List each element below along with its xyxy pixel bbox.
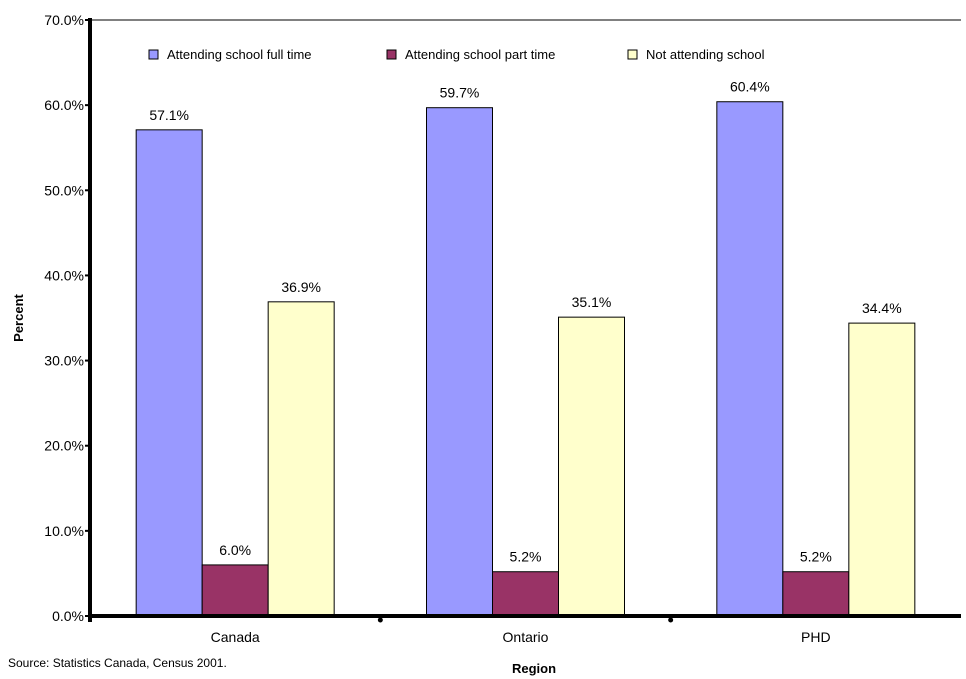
data-label: 35.1% <box>572 294 612 310</box>
legend-label: Attending school part time <box>405 47 555 62</box>
bar <box>558 316 625 617</box>
data-label: 34.4% <box>862 300 902 316</box>
y-tick-label: 10.0% <box>44 523 84 539</box>
y-tick-label: 70.0% <box>44 12 84 28</box>
data-label: 36.9% <box>281 279 321 295</box>
y-axis-title: Percent <box>11 293 26 341</box>
legend-label: Not attending school <box>646 47 765 62</box>
x-tick-label: Canada <box>211 629 260 645</box>
y-tick-label: 60.0% <box>44 97 84 113</box>
bar <box>782 571 850 617</box>
bar <box>267 301 335 617</box>
y-tick-label: 30.0% <box>44 353 84 369</box>
bar <box>135 129 203 617</box>
bar <box>201 564 269 617</box>
y-tick-label: 40.0% <box>44 267 84 283</box>
bar <box>848 322 916 617</box>
data-label: 59.7% <box>440 85 480 101</box>
bar <box>492 571 559 617</box>
legend-swatch <box>627 49 638 60</box>
data-label: 5.2% <box>510 549 542 565</box>
data-label: 6.0% <box>219 542 251 558</box>
source-note: Source: Statistics Canada, Census 2001. <box>8 656 227 670</box>
y-tick-label: 0.0% <box>52 608 84 624</box>
x-tick-mark <box>668 617 674 623</box>
data-label: 60.4% <box>730 79 770 95</box>
x-tick-label: PHD <box>801 629 831 645</box>
y-tick-label: 20.0% <box>44 438 84 454</box>
bar <box>426 107 493 617</box>
data-label: 57.1% <box>149 107 189 123</box>
x-tick-mark <box>377 617 383 623</box>
data-label: 5.2% <box>800 549 832 565</box>
x-axis-title: Region <box>512 661 556 676</box>
x-tick-label: Ontario <box>503 629 549 645</box>
y-tick-label: 50.0% <box>44 182 84 198</box>
legend-swatch <box>148 49 159 60</box>
legend-label: Attending school full time <box>167 47 312 62</box>
legend-swatch <box>386 49 397 60</box>
bar <box>716 101 784 617</box>
